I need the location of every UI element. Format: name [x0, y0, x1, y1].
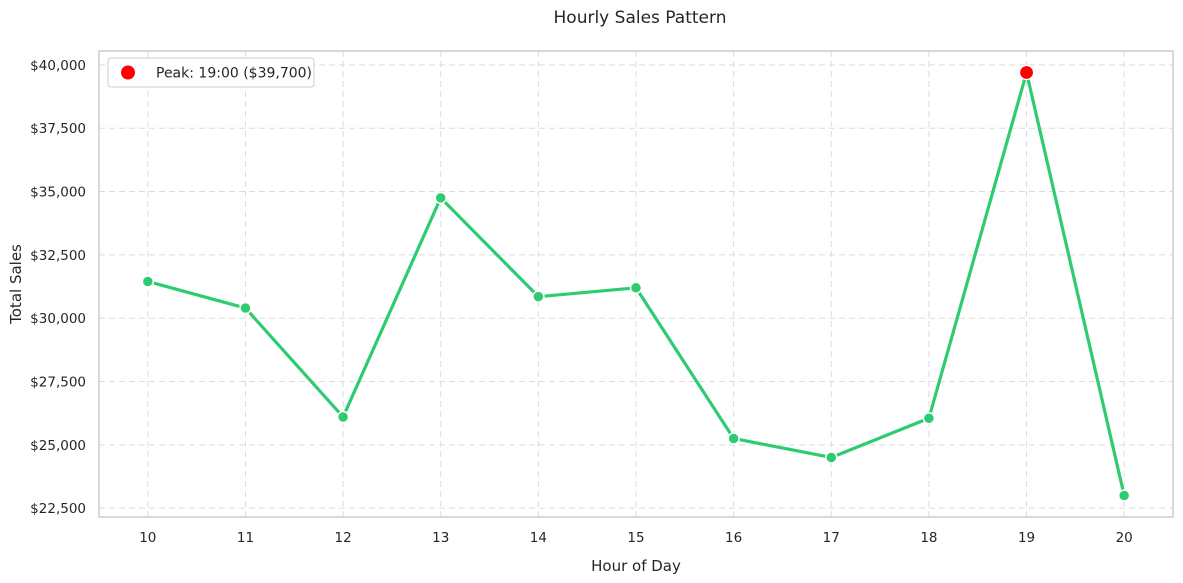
x-tick-label: 12 [334, 530, 351, 546]
y-tick-label: $22,500 [30, 501, 86, 517]
x-tick-label: 19 [1018, 530, 1035, 546]
x-tick-label: 14 [530, 530, 547, 546]
plot-frame [98, 50, 1174, 518]
y-tick-label: $35,000 [30, 185, 86, 201]
data-point [922, 411, 936, 425]
x-tick-label: 10 [139, 530, 156, 546]
data-point [727, 432, 740, 445]
legend: Peak: 19:00 ($39,700) [107, 57, 315, 88]
legend-peak-label: Peak: 19:00 ($39,700) [156, 66, 312, 82]
x-tick-label: 16 [725, 530, 742, 546]
data-point [629, 281, 643, 295]
x-tick-label: 18 [920, 530, 937, 546]
data-point [434, 191, 447, 205]
y-tick-label: $25,000 [30, 438, 86, 454]
x-tick-label: 17 [823, 530, 840, 546]
x-tick-label: 20 [1116, 530, 1133, 546]
x-axis-label: Hour of Day [591, 557, 681, 575]
data-point [532, 290, 545, 303]
x-tick-label: 11 [237, 530, 254, 546]
y-axis-label: Total Sales [7, 244, 25, 325]
data-point [1117, 489, 1131, 502]
y-tick-label: $37,500 [30, 121, 86, 137]
y-tick-label: $40,000 [30, 58, 86, 74]
peak-marker [1018, 64, 1035, 81]
x-tick-label: 13 [432, 530, 449, 546]
data-point [825, 451, 838, 464]
x-tick-label: 15 [627, 530, 644, 546]
sales-series [141, 64, 1131, 502]
data-point [336, 410, 350, 424]
chart-title: Hourly Sales Pattern [554, 8, 727, 28]
data-point [239, 301, 252, 315]
legend-peak-marker [121, 65, 135, 80]
y-tick-label: $32,500 [30, 248, 86, 264]
x-axis-ticks: 10 11 12 13 14 15 16 17 18 19 20 [139, 530, 1133, 546]
y-tick-label: $30,000 [30, 311, 86, 327]
y-tick-label: $27,500 [30, 375, 86, 391]
legend-box [107, 57, 315, 88]
y-axis-ticks: $22,500 $25,000 $27,500 $30,000 $32,500 $35,0… [30, 58, 86, 517]
data-point [141, 275, 155, 288]
